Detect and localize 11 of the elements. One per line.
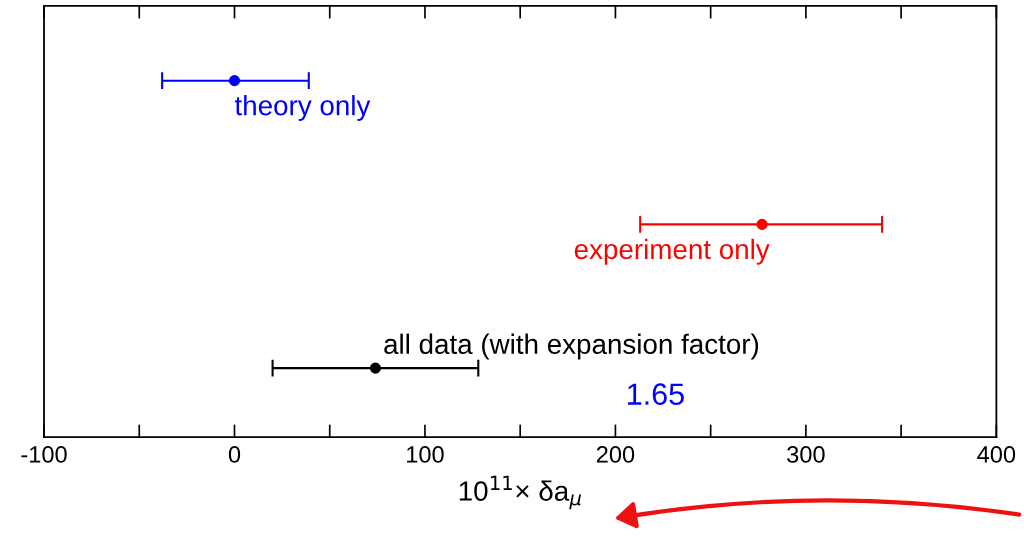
- annotation: theory only: [234, 95, 371, 121]
- x-axis-title: 10$^{11}$× δa$_{μ}$: [459, 475, 581, 510]
- x-tick-label: 200: [596, 446, 635, 463]
- annotation: 1.65: [628, 383, 684, 405]
- x-tick-label: 0: [228, 446, 241, 463]
- x-tick-label: 100: [407, 446, 444, 463]
- annotation: experiment only: [574, 238, 770, 265]
- x-tick-label: 400: [977, 446, 1016, 463]
- annotation: all data (with expansion factor): [384, 333, 759, 360]
- x-tick-label: 300: [787, 446, 825, 463]
- x-tick-label: -100: [21, 446, 67, 463]
